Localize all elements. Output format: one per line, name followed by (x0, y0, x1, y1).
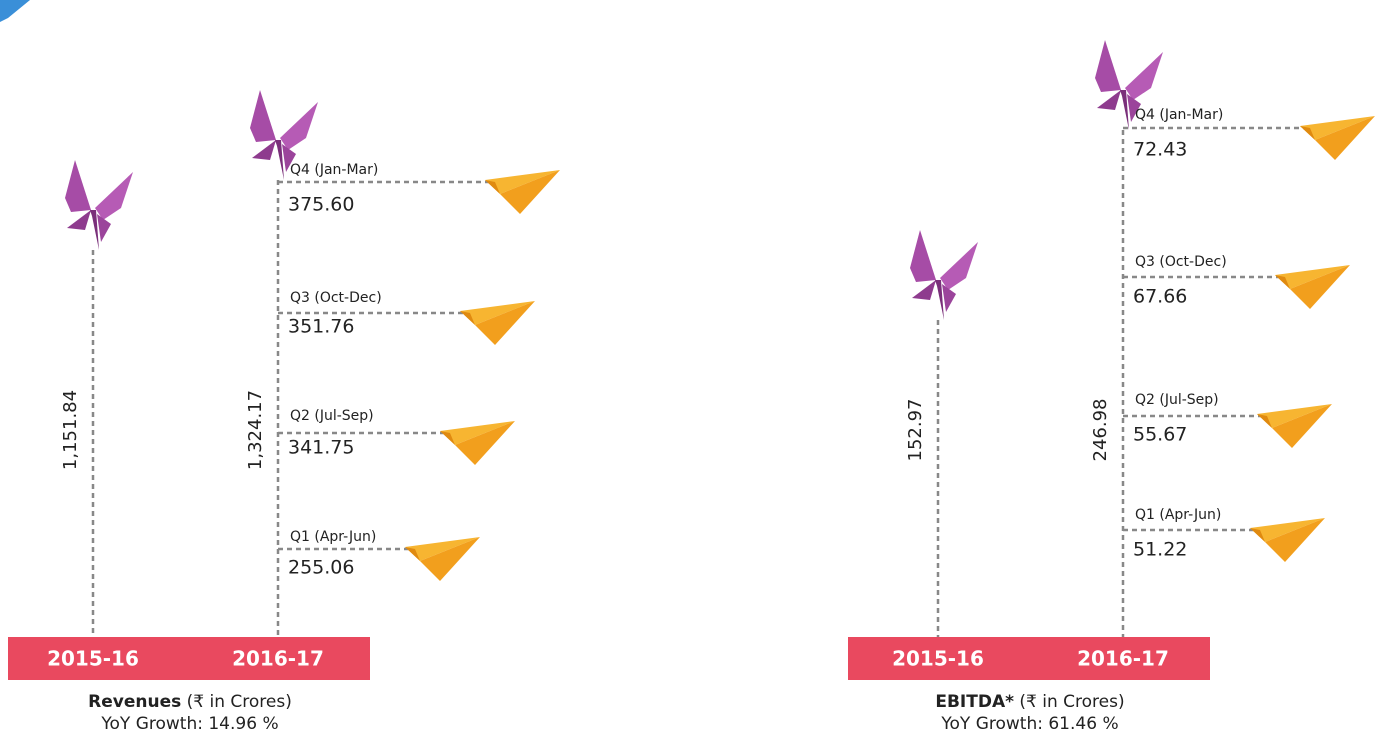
growth-label: YoY Growth: 14.96 % (100, 714, 278, 734)
quarter-label: Q4 (Jan-Mar) (1135, 107, 1223, 123)
plane-wing (500, 170, 560, 214)
paper-plane-icon (405, 537, 480, 581)
caption-title: Revenues (₹ in Crores) (88, 692, 292, 712)
growth-label: YoY Growth: 61.46 % (940, 714, 1118, 734)
paper-plane-icon (1257, 404, 1332, 448)
butterfly-wing (1095, 40, 1121, 92)
plane-wing (1275, 265, 1350, 289)
plane-fold (485, 180, 500, 194)
year-bar (848, 637, 1210, 680)
quarter-label: Q4 (Jan-Mar) (290, 162, 378, 178)
plane-wing (1290, 265, 1350, 309)
butterfly-wing (1125, 52, 1163, 100)
quarter-label: Q2 (Jul-Sep) (290, 408, 374, 424)
quarter-value: 351.76 (288, 316, 354, 338)
butterfly-icon (250, 90, 318, 180)
corner-decoration (0, 0, 30, 22)
plane-fold (1300, 126, 1315, 140)
butterfly-wing (912, 280, 936, 300)
plane-wing (1300, 116, 1375, 140)
plane-wing (1315, 116, 1375, 160)
butterfly-icon (65, 160, 133, 250)
plane-wing (440, 421, 515, 445)
quarter-value: 55.67 (1133, 424, 1187, 446)
total-value: 246.98 (1090, 399, 1111, 462)
butterfly-wing (65, 160, 91, 212)
plane-wing (1272, 404, 1332, 448)
quarter-value: 375.60 (288, 194, 354, 216)
caption-unit: (₹ in Crores) (187, 692, 292, 712)
year-label: 2015-16 (892, 647, 984, 671)
butterfly-wing (1097, 90, 1121, 110)
plane-wing (420, 537, 480, 581)
butterfly-body (1120, 90, 1129, 130)
plane-wing (1250, 518, 1325, 542)
butterfly-wing (282, 144, 296, 172)
plane-fold (460, 311, 475, 325)
total-value: 1,324.17 (245, 390, 266, 470)
paper-plane-icon (1250, 518, 1325, 562)
quarter-label: Q3 (Oct-Dec) (1135, 254, 1227, 270)
plane-fold (405, 547, 420, 561)
butterfly-wing (95, 172, 133, 220)
paper-plane-icon (1275, 265, 1350, 309)
plane-wing (485, 170, 560, 194)
quarter-label: Q3 (Oct-Dec) (290, 290, 382, 306)
butterfly-body (935, 280, 944, 320)
paper-plane-icon (1300, 116, 1375, 160)
butterfly-body (90, 210, 99, 250)
paper-plane-icon (460, 301, 535, 345)
plane-wing (475, 301, 535, 345)
quarter-label: Q2 (Jul-Sep) (1135, 392, 1219, 408)
quarter-value: 72.43 (1133, 139, 1187, 161)
total-value: 1,151.84 (60, 390, 81, 470)
quarter-label: Q1 (Apr-Jun) (290, 529, 376, 545)
plane-fold (440, 431, 455, 445)
butterfly-wing (280, 102, 318, 150)
plane-wing (460, 301, 535, 325)
caption-unit: (₹ in Crores) (1019, 692, 1124, 712)
butterfly-wing (942, 284, 956, 312)
plane-wing (1257, 404, 1332, 428)
plane-wing (455, 421, 515, 465)
plane-fold (1275, 275, 1290, 289)
quarter-value: 255.06 (288, 557, 354, 579)
butterfly-icon (1095, 40, 1163, 130)
year-label: 2016-17 (232, 647, 324, 671)
plane-wing (405, 537, 480, 561)
butterfly-wing (910, 230, 936, 282)
quarter-label: Q1 (Apr-Jun) (1135, 507, 1221, 523)
plane-fold (1250, 528, 1265, 542)
plane-wing (1265, 518, 1325, 562)
butterfly-wing (1127, 94, 1141, 122)
caption-title: EBITDA* (₹ in Crores) (935, 692, 1124, 712)
paper-plane-icon (485, 170, 560, 214)
paper-plane-icon (440, 421, 515, 465)
caption-metric: EBITDA* (935, 692, 1014, 712)
butterfly-wing (250, 90, 276, 142)
year-label: 2016-17 (1077, 647, 1169, 671)
butterfly-icon (910, 230, 978, 320)
butterfly-wing (67, 210, 91, 230)
total-value: 152.97 (905, 399, 926, 462)
plane-fold (1257, 414, 1272, 428)
butterfly-wing (940, 242, 978, 290)
butterfly-body (275, 140, 284, 180)
year-label: 2015-16 (47, 647, 139, 671)
quarter-value: 341.75 (288, 437, 354, 459)
year-bar (8, 637, 370, 680)
caption-metric: Revenues (88, 692, 181, 712)
quarter-value: 51.22 (1133, 539, 1187, 561)
butterfly-wing (97, 214, 111, 242)
quarter-value: 67.66 (1133, 286, 1187, 308)
butterfly-wing (252, 140, 276, 160)
